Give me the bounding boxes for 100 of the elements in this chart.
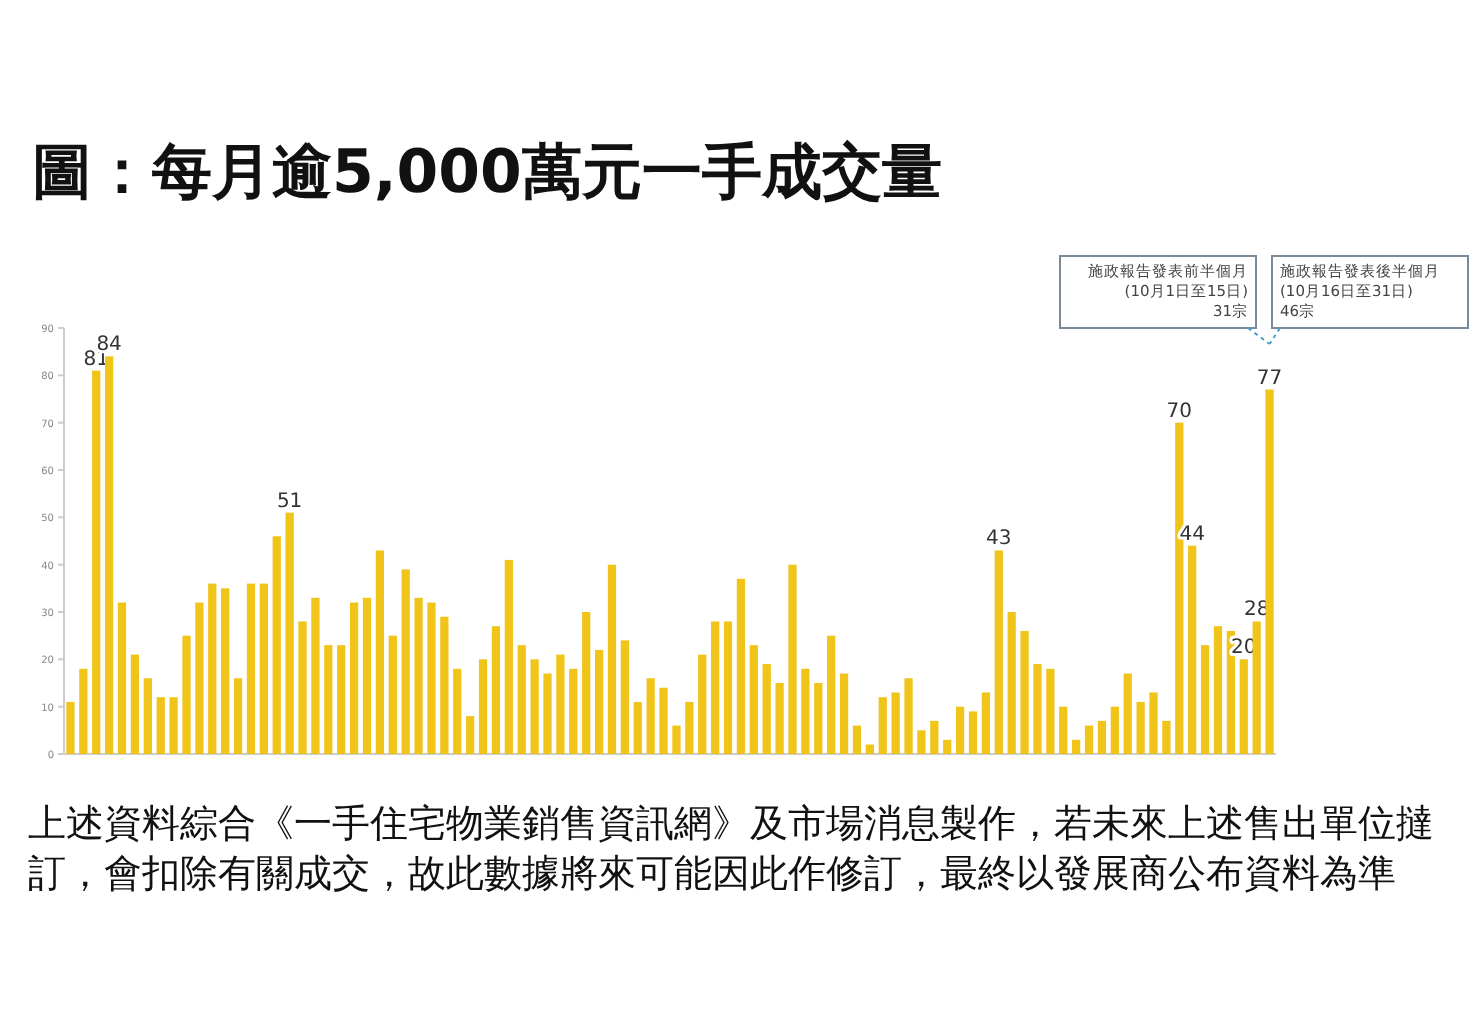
bar (698, 654, 707, 754)
bar (208, 583, 217, 754)
bar (943, 739, 952, 754)
bar (375, 550, 385, 754)
bar (517, 645, 526, 754)
bar (736, 578, 746, 754)
bar (401, 569, 410, 754)
bar (917, 730, 926, 754)
bar (865, 744, 874, 754)
bar (117, 602, 127, 754)
bar (646, 678, 655, 754)
bar (143, 678, 152, 754)
bar (904, 678, 913, 754)
bar (130, 654, 140, 754)
bar (285, 512, 294, 754)
bar (182, 635, 191, 754)
bar (311, 597, 320, 754)
bar (852, 725, 862, 754)
bar (543, 673, 552, 754)
bar (1136, 701, 1145, 754)
bar (362, 597, 372, 754)
bar (1149, 692, 1158, 754)
bar (723, 621, 733, 754)
bar (633, 701, 642, 754)
bar (775, 683, 784, 754)
bar (930, 720, 939, 754)
data-label: 51 (276, 490, 303, 513)
bar (582, 612, 591, 754)
bar (1162, 720, 1171, 754)
bar (233, 678, 243, 754)
text: 上述資料綜合《一手住宅物業銷售資訊網》及市場消息製作，若未來上述售出單位撻訂，會扣除有關成交，故此數據將來可能因此作修訂，最終以發展商公布資料為準 (28, 802, 1434, 896)
chart-title: 圖：每月逾5,000萬元一手成交量 (32, 138, 942, 208)
bar (981, 692, 991, 754)
bar (1097, 720, 1107, 754)
bar (466, 716, 475, 754)
bar (569, 668, 578, 754)
bar (1020, 630, 1029, 754)
bar (814, 683, 823, 754)
bar (1239, 659, 1248, 754)
bar (620, 640, 629, 754)
bar (79, 668, 88, 754)
bar (1059, 706, 1068, 754)
bar (1175, 422, 1184, 754)
bar (839, 673, 849, 754)
bar (762, 664, 771, 754)
bar (92, 370, 101, 754)
bar (1007, 612, 1016, 754)
bar (530, 659, 539, 754)
bar (453, 668, 462, 754)
bar (491, 626, 501, 754)
bar (994, 550, 1003, 754)
bar (1072, 739, 1081, 754)
data-label: 77 (1256, 367, 1283, 390)
bar (878, 697, 887, 754)
bar (659, 687, 668, 754)
bar (1213, 626, 1223, 754)
bar (221, 588, 230, 754)
bar (1110, 706, 1119, 754)
bar (801, 668, 810, 754)
bar (788, 564, 797, 754)
bar (685, 701, 694, 754)
bar (259, 583, 268, 754)
bar (349, 602, 359, 754)
data-label: 43 (986, 528, 1012, 551)
bar (504, 559, 513, 754)
bar (414, 597, 423, 754)
bar (607, 564, 617, 754)
bar (427, 602, 436, 754)
bar (672, 725, 681, 754)
bar (246, 583, 256, 754)
bar (1188, 545, 1197, 754)
bar (66, 701, 75, 754)
bar (594, 649, 604, 754)
bar (711, 621, 720, 754)
bar (556, 654, 565, 754)
bar (272, 536, 281, 754)
bar (324, 645, 333, 754)
bar (1084, 725, 1094, 754)
bar (169, 697, 178, 754)
bar (105, 356, 114, 754)
data-label: 84 (96, 334, 122, 357)
bar (1252, 621, 1261, 754)
bar (156, 697, 165, 754)
bar (1123, 673, 1132, 754)
bar (891, 692, 900, 754)
bar (337, 645, 346, 754)
bar (1200, 645, 1210, 754)
bar (1046, 668, 1055, 754)
bar (478, 659, 488, 754)
bar (955, 706, 965, 754)
bar (440, 616, 449, 754)
bar (388, 635, 397, 754)
bar (195, 602, 204, 754)
data-label: 70 (1166, 400, 1193, 423)
bar (968, 711, 978, 754)
bar (1033, 664, 1042, 754)
bar (1265, 389, 1274, 754)
bar (749, 645, 758, 754)
bar (298, 621, 307, 754)
bar (827, 635, 836, 754)
